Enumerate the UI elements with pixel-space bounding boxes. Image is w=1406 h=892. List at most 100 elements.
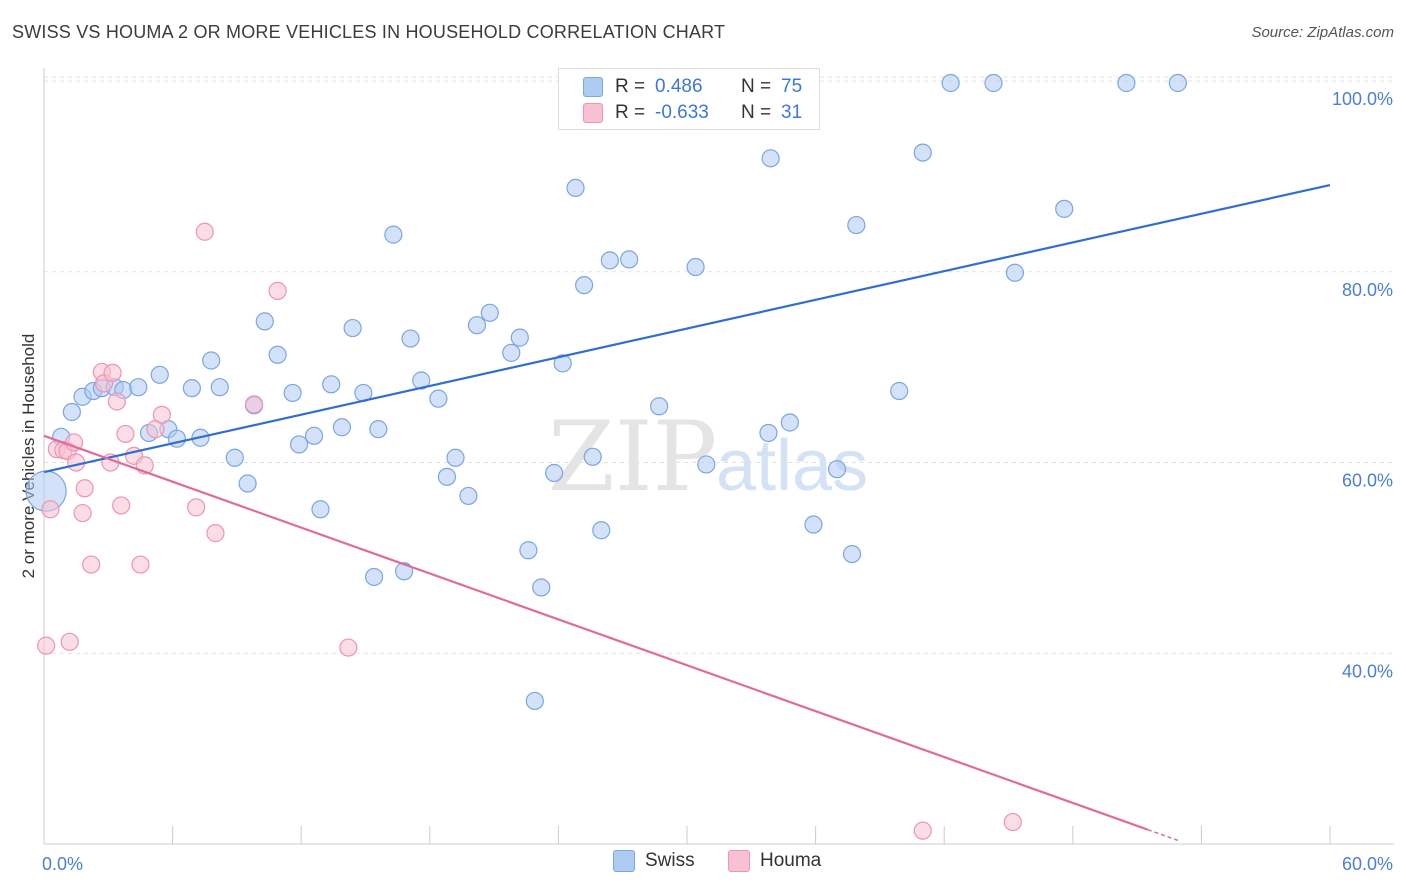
swiss-point: [202, 351, 221, 370]
swiss-point: [759, 423, 778, 443]
legend-n-value: 31: [781, 102, 803, 123]
swiss-point: [827, 460, 847, 479]
swiss-point: [913, 143, 932, 162]
swiss-point: [510, 328, 529, 347]
swiss-point: [583, 447, 602, 466]
legend-row-houma: R = -0.633 N = 31: [583, 101, 802, 125]
swiss-point: [984, 73, 1003, 93]
houma-point: [116, 424, 135, 444]
swiss-point: [364, 567, 384, 587]
x-tick-label: 0.0%: [42, 854, 83, 874]
houma-point: [73, 503, 92, 523]
houma-point: [268, 281, 287, 300]
houma-point: [244, 395, 264, 414]
swiss-point: [429, 389, 448, 408]
swiss-point: [225, 448, 244, 467]
swiss-point: [890, 381, 909, 401]
swiss-point: [502, 343, 521, 362]
swiss-point: [686, 257, 705, 277]
swiss-point: [1117, 73, 1136, 93]
swiss-point: [322, 375, 341, 394]
houma-point: [37, 636, 56, 655]
swiss-point: [255, 312, 274, 331]
y-tick-label: 80.0%: [1342, 280, 1393, 300]
swiss-point: [343, 318, 362, 338]
correlation-legend: R = 0.486 N = 75 R = -0.633 N = 31: [558, 68, 820, 130]
swiss-point: [847, 215, 866, 235]
houma-point: [41, 500, 60, 519]
legend-label-houma: Houma: [760, 850, 822, 871]
swiss-point: [519, 541, 538, 560]
houma-point: [82, 555, 101, 574]
legend-n-value: 75: [781, 76, 803, 97]
swiss-point: [804, 515, 823, 534]
swiss-point: [289, 435, 309, 454]
legend-n-label: N =: [741, 102, 772, 123]
x-tick-label: 60.0%: [1342, 854, 1393, 874]
watermark-zip: ZIP: [548, 401, 717, 513]
houma-point: [131, 555, 150, 574]
houma-point: [206, 524, 225, 543]
houma-point: [187, 498, 206, 517]
series-houma-points: [37, 222, 1022, 840]
swiss-point: [62, 402, 81, 422]
swiss-point: [1055, 199, 1074, 218]
houma-point: [60, 632, 79, 651]
y-tick-label: 60.0%: [1342, 471, 1393, 491]
y-tick-labels: 40.0% 60.0% 80.0% 100.0%: [1332, 89, 1393, 681]
series-swiss-points: [25, 73, 1187, 711]
swiss-point: [182, 379, 201, 398]
houma-point: [339, 638, 358, 657]
swiss-point: [369, 420, 388, 439]
swiss-point: [480, 303, 499, 322]
source-label: Source: ZipAtlas.com: [1251, 24, 1394, 41]
houma-swatch: [583, 103, 603, 123]
swiss-point: [210, 378, 229, 397]
swiss-point: [384, 225, 403, 244]
legend-item-houma[interactable]: Houma: [728, 850, 821, 872]
swiss-point: [437, 467, 457, 486]
swiss-swatch: [583, 77, 603, 97]
swiss-point: [532, 578, 551, 597]
houma-point: [107, 392, 126, 411]
swiss-point: [941, 73, 960, 93]
swiss-point: [401, 329, 420, 348]
swiss-point: [446, 448, 465, 467]
legend-label-swiss: Swiss: [645, 850, 695, 871]
houma-point: [75, 479, 94, 498]
swiss-point: [553, 354, 572, 373]
chart-title: SWISS VS HOUMA 2 OR MORE VEHICLES IN HOU…: [12, 22, 726, 42]
y-axis-label: 2 or more Vehicles in Household: [19, 334, 38, 579]
swiss-point: [620, 250, 639, 269]
swiss-point: [332, 418, 352, 437]
swiss-point: [575, 276, 594, 295]
swiss-point: [1005, 263, 1025, 282]
swiss-point: [129, 378, 148, 397]
swiss-point: [268, 345, 287, 364]
swiss-point: [283, 383, 302, 403]
swiss-point: [780, 413, 799, 432]
series-legend: Swiss Houma: [0, 850, 1406, 878]
watermark: ZIP atlas: [548, 401, 868, 513]
swiss-point: [650, 397, 669, 416]
houma-point: [1003, 812, 1022, 832]
swiss-point: [311, 500, 330, 519]
swiss-point: [1168, 73, 1187, 93]
legend-r-label: R =: [615, 76, 646, 97]
swiss-point: [459, 486, 478, 506]
swiss-point: [238, 474, 257, 493]
legend-item-swiss[interactable]: Swiss: [613, 850, 695, 872]
trend-lines: [43, 183, 1331, 842]
houma-trend-line: [43, 434, 1149, 831]
legend-n-label: N =: [741, 76, 772, 97]
swiss-point: [545, 463, 564, 483]
swiss-point: [842, 544, 862, 564]
houma-point: [112, 496, 131, 515]
axes: [43, 68, 1394, 845]
swiss-point: [467, 316, 487, 335]
houma-point: [103, 363, 122, 382]
houma-point: [152, 405, 171, 424]
swiss-point: [761, 149, 780, 168]
houma-point: [195, 222, 214, 241]
houma-point: [913, 821, 932, 840]
